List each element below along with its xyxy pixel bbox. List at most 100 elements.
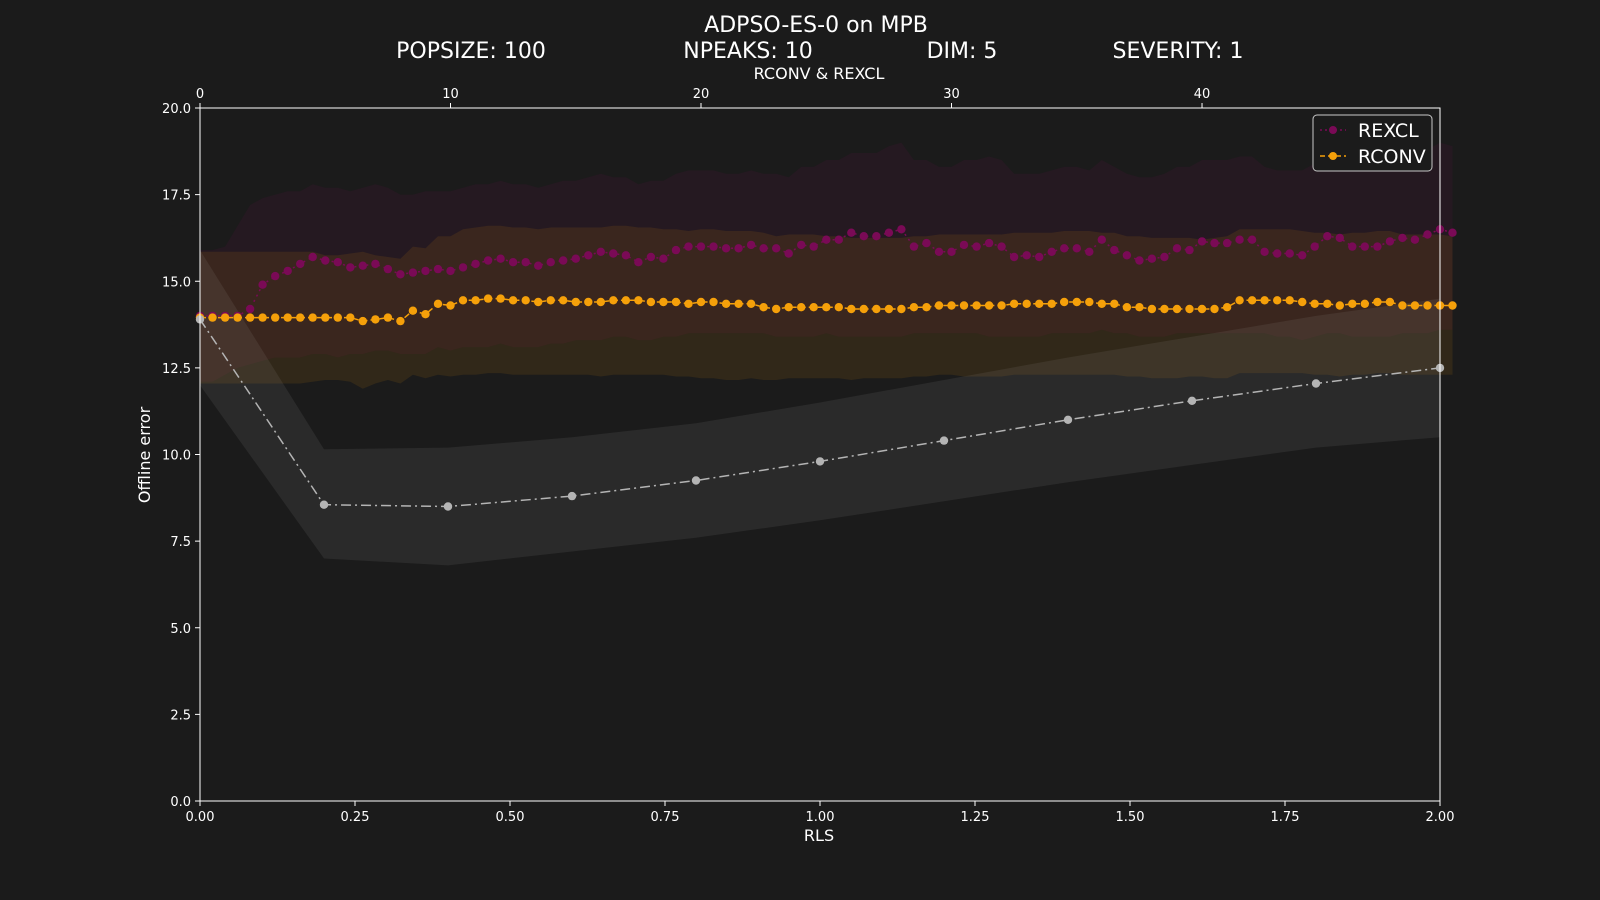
- rexcl-point: [759, 244, 768, 253]
- rconv-point: [972, 301, 981, 310]
- rconv-point: [1172, 304, 1182, 314]
- rconv-point: [1160, 304, 1169, 314]
- rexcl-point: [972, 242, 981, 251]
- rls-point: [1063, 415, 1073, 424]
- rconv-point: [897, 304, 906, 314]
- top-axis-label: RCONV & REXCL: [754, 64, 885, 83]
- rconv-point: [371, 315, 380, 324]
- rconv-point: [433, 299, 443, 308]
- rconv-point: [1047, 299, 1056, 308]
- rexcl-point: [296, 259, 305, 269]
- rconv-point: [1298, 297, 1307, 307]
- rexcl-point: [1072, 244, 1082, 253]
- subtitle-popsize: POPSIZE: 100: [396, 39, 546, 64]
- top-tick-label: 10: [442, 87, 459, 102]
- rexcl-point: [772, 244, 781, 253]
- rexcl-point: [847, 228, 856, 237]
- rconv-point: [746, 299, 756, 308]
- rexcl-point: [446, 266, 455, 276]
- rexcl-point: [534, 261, 543, 270]
- x-tick-label: 1.25: [961, 810, 990, 825]
- rexcl-point: [809, 242, 818, 251]
- rexcl-point: [822, 235, 831, 244]
- rconv-point: [283, 313, 292, 322]
- y-tick-label: 12.5: [162, 362, 191, 377]
- y-tick-label: 2.5: [170, 708, 191, 723]
- rexcl-point: [1235, 235, 1244, 244]
- rexcl-point: [634, 258, 643, 267]
- rexcl-point: [1197, 237, 1207, 246]
- rexcl-point: [734, 244, 743, 253]
- rexcl-point: [1160, 252, 1169, 262]
- rexcl-point: [1247, 235, 1257, 244]
- rexcl-point: [797, 240, 806, 250]
- rexcl-point: [859, 232, 868, 241]
- rexcl-point: [1348, 242, 1357, 251]
- rconv-point: [521, 296, 530, 305]
- rexcl-point: [1310, 242, 1319, 251]
- rexcl-point: [1097, 235, 1107, 244]
- rls-point: [567, 491, 577, 501]
- rexcl-point: [1273, 249, 1282, 258]
- rconv-point: [483, 294, 493, 303]
- rconv-point: [1360, 299, 1370, 308]
- rexcl-point: [1385, 237, 1395, 246]
- rexcl-band: [200, 142, 1453, 382]
- rconv-point: [1060, 297, 1069, 307]
- rconv-point: [1110, 299, 1119, 308]
- y-tick-label: 17.5: [162, 189, 191, 204]
- rexcl-point: [721, 244, 731, 253]
- axes: 0.00 0.25 0.50 0.75 1.00 1.25 1.50 1.75 2.00 0 10 2…: [162, 87, 1454, 825]
- rexcl-point: [984, 238, 994, 248]
- rexcl-point: [884, 228, 894, 237]
- rconv-point: [233, 313, 242, 322]
- rexcl-point: [997, 242, 1006, 251]
- rexcl-point: [1009, 252, 1019, 262]
- rconv-point: [1072, 297, 1082, 307]
- rexcl-point: [596, 247, 605, 256]
- legend-rconv-label: RCONV: [1358, 146, 1426, 168]
- rconv-point: [859, 304, 868, 314]
- x-tick-label: 0.75: [651, 810, 680, 825]
- y-tick-label: 5.0: [170, 622, 191, 637]
- rconv-point: [421, 310, 430, 319]
- rconv-point: [584, 297, 593, 307]
- rconv-point: [997, 301, 1006, 310]
- rconv-point: [508, 296, 518, 305]
- rexcl-point: [959, 240, 969, 250]
- rconv-point: [646, 297, 656, 307]
- x-tick-label: 1.00: [806, 810, 835, 825]
- rexcl-point: [571, 254, 580, 263]
- rconv-point: [296, 313, 305, 322]
- rconv-point: [496, 294, 505, 303]
- rconv-point: [258, 313, 267, 322]
- rconv-point: [1035, 299, 1044, 308]
- rconv-point: [1348, 299, 1357, 308]
- rconv-point: [809, 303, 818, 312]
- rexcl-point: [834, 235, 843, 244]
- rexcl-point: [1035, 252, 1044, 262]
- rexcl-point: [1122, 251, 1132, 260]
- rexcl-point: [659, 254, 668, 263]
- rconv-point: [634, 296, 643, 305]
- rls-point: [443, 502, 453, 511]
- rexcl-point: [1398, 233, 1407, 243]
- y-tick-label: 15.0: [162, 275, 191, 290]
- legend-frame: [1312, 114, 1433, 172]
- subtitle-npeaks: NPEAKS: 10: [683, 39, 812, 64]
- rexcl-point: [1298, 251, 1307, 260]
- x-tick-label: 1.50: [1116, 810, 1145, 825]
- rconv-point: [1135, 303, 1144, 312]
- rconv-point: [1385, 297, 1395, 307]
- rconv-point: [1373, 297, 1382, 307]
- rexcl-point: [1047, 247, 1056, 256]
- rexcl-point: [258, 280, 267, 289]
- rexcl-point: [283, 266, 292, 276]
- rconv-point: [884, 304, 894, 314]
- x-axis-label: RLS: [804, 826, 834, 845]
- rls-point: [1311, 379, 1321, 388]
- rconv-point: [1235, 296, 1244, 305]
- rconv-point: [797, 303, 806, 312]
- rexcl-point: [922, 238, 931, 248]
